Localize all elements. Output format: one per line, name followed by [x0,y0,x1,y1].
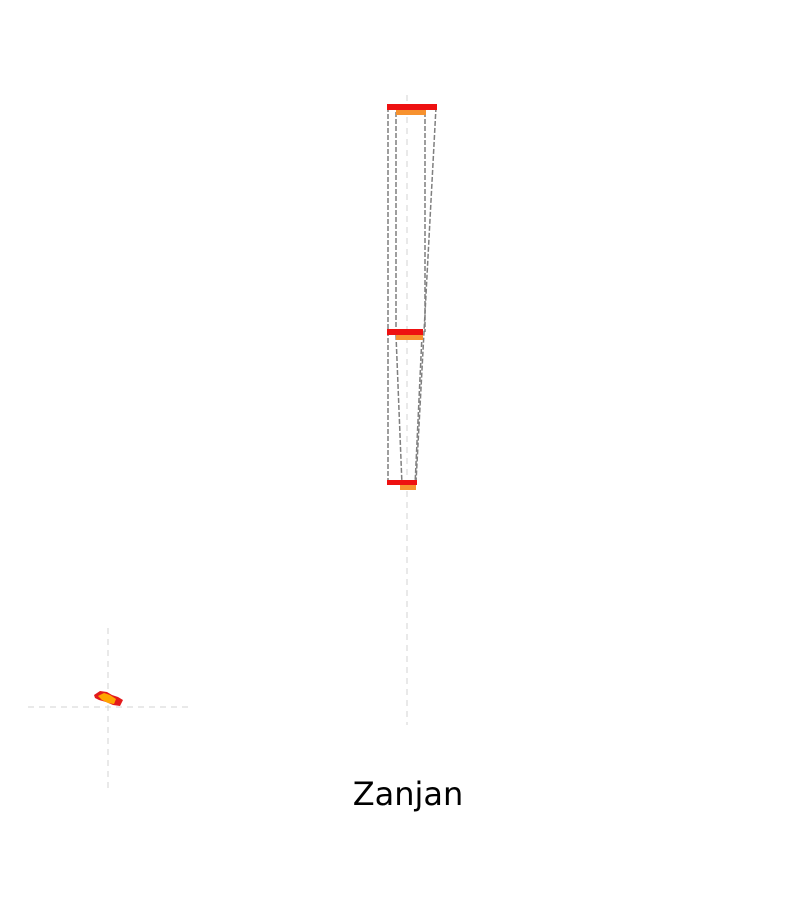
extrusion-outline-right-lower [414,334,423,486]
middle-band-inner [396,335,423,340]
locator-inset [28,628,188,788]
bottom-band-outer [387,480,417,485]
middle-band-outer [387,329,423,335]
extrusion-outline-left-lower [395,334,403,486]
extrusion-outline-right-outer [415,106,437,483]
bottom-band-inner [400,485,416,490]
region-extrusion [387,106,437,486]
top-band-outer [387,104,437,110]
top-band-inner [396,110,426,115]
locator-region-inner-shape [98,693,116,704]
map-title: Zanjan [352,775,464,813]
